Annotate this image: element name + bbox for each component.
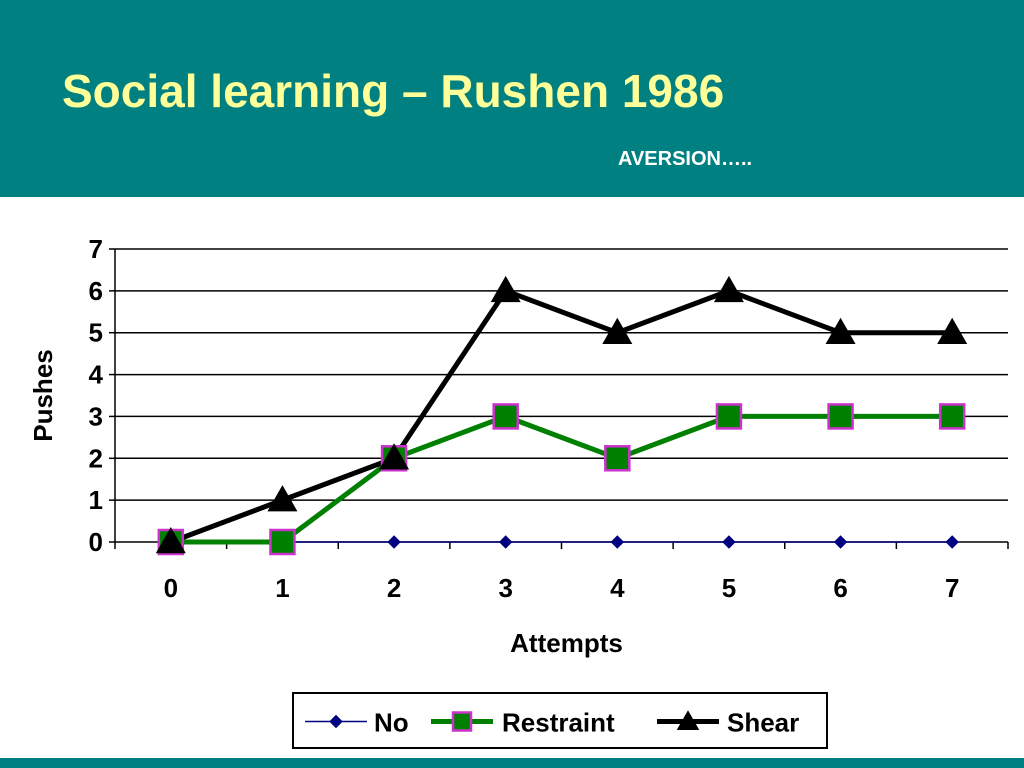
y-tick-label: 2 — [89, 443, 103, 473]
y-tick-label: 0 — [89, 527, 103, 557]
data-point-shear — [937, 317, 968, 344]
series-line-restraint — [170, 413, 953, 545]
series-line-shear — [169, 287, 953, 545]
data-point-shear — [713, 275, 744, 303]
x-tick-label: 0 — [164, 573, 178, 603]
data-point-restraint — [715, 403, 743, 430]
x-tick-label: 4 — [610, 573, 625, 603]
y-tick-label: 3 — [89, 401, 103, 431]
data-point-no — [610, 535, 625, 549]
x-tick-label: 3 — [498, 573, 512, 603]
data-point-no — [387, 535, 401, 549]
slide-subtitle: AVERSION….. — [618, 148, 753, 170]
data-point-restraint — [269, 528, 296, 556]
legend-label-no: No — [374, 708, 409, 738]
data-point-no — [722, 535, 736, 549]
legend-label-restraint: Restraint — [502, 708, 615, 738]
x-tick-label: 1 — [275, 573, 289, 603]
data-point-restraint — [938, 403, 966, 430]
legend-label-shear: Shear — [727, 708, 799, 738]
legend-box — [292, 692, 828, 749]
legend-marker-shear — [676, 710, 700, 730]
x-tick-label: 5 — [722, 573, 736, 603]
data-point-no — [498, 535, 513, 549]
x-axis-label: Attempts — [510, 628, 623, 658]
data-point-restraint — [604, 445, 631, 472]
y-axis-label: Pushes — [28, 349, 58, 442]
data-point-shear — [602, 317, 633, 344]
data-point-shear — [379, 443, 410, 470]
legend-marker-no — [329, 714, 343, 729]
x-tick-label: 7 — [945, 573, 959, 603]
data-point-shear — [490, 275, 521, 303]
x-tick-label: 6 — [833, 573, 847, 603]
x-tick-label: 2 — [387, 573, 401, 603]
data-point-no — [833, 535, 848, 549]
slide-title: Social learning – Rushen 1986 — [62, 65, 725, 117]
y-tick-label: 6 — [89, 276, 103, 306]
header-band — [0, 0, 1024, 197]
data-point-shear — [267, 485, 298, 512]
data-point-restraint — [492, 403, 519, 430]
y-tick-label: 4 — [89, 360, 104, 390]
footer-band — [0, 758, 1024, 768]
data-point-shear — [155, 527, 186, 554]
y-tick-label: 7 — [89, 234, 103, 264]
data-point-no — [945, 535, 959, 549]
data-point-restraint — [827, 403, 854, 430]
data-point-shear — [825, 317, 856, 344]
y-tick-label: 1 — [89, 485, 103, 515]
legend-marker-restraint — [451, 711, 473, 732]
y-tick-label: 5 — [89, 318, 103, 348]
